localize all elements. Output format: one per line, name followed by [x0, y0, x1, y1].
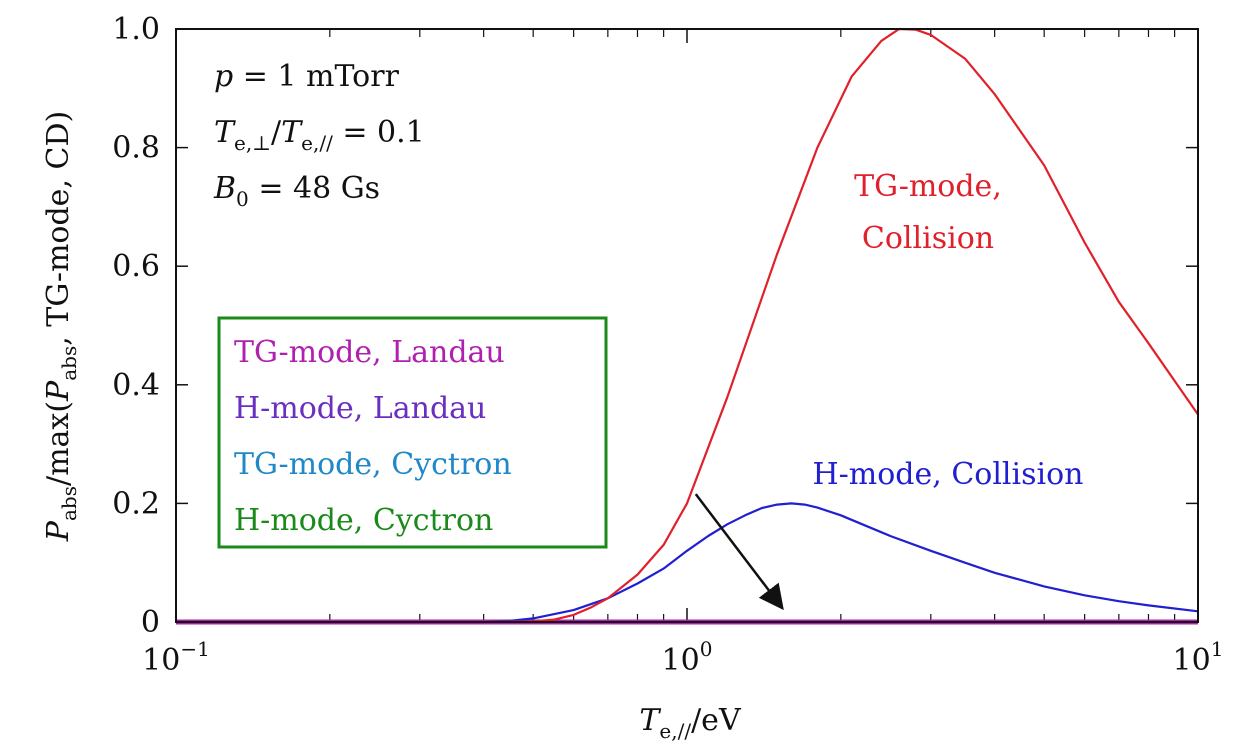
x-tick-label: 100: [662, 637, 713, 678]
y-tick-label: 0: [141, 605, 160, 640]
x-tick-label: 10−1: [142, 637, 210, 678]
y-axis-label: Pabs/max(Pabs, TG-mode, CD): [41, 111, 81, 542]
y-tick-label: 0.4: [112, 368, 160, 403]
legend-entry: H-mode, Landau: [234, 391, 486, 426]
arrow: [694, 493, 784, 611]
x-axis-label: Te,///eV: [639, 703, 742, 743]
legend-box: [217, 316, 608, 549]
legend-entry: TG-mode, Cyctron: [234, 447, 512, 482]
y-tick-label: 0.6: [112, 249, 160, 284]
y-tick-label: 1.0: [112, 12, 160, 47]
legend-entry: H-mode, Cyctron: [234, 503, 493, 538]
annotation-field: B0 = 48 Gs: [213, 171, 380, 211]
series-label-tg-collision: TG-mode,: [854, 169, 1002, 204]
series-line-h-mode-collision: [176, 502, 1199, 624]
parameter-annotations: p = 1 mTorr Te,⊥/Te,// = 0.1 B0 = 48 Gs: [213, 59, 425, 211]
x-tick-label: 101: [1173, 637, 1224, 678]
annotation-temp-ratio: Te,⊥/Te,// = 0.1: [214, 115, 425, 155]
plot-frame: [175, 28, 1199, 623]
tick-labels: 0 0.2 0.4 0.6 0.8 1.0 10−1 100 101: [112, 12, 1223, 678]
legend-entry: TG-mode, Landau: [234, 335, 505, 370]
y-tick-label: 0.2: [112, 486, 160, 521]
series-label-h-collision: H-mode, Collision: [812, 457, 1083, 492]
series-line-tg-mode-collision: [176, 27, 1199, 624]
y-tick-label: 0.8: [112, 131, 160, 166]
annotation-pressure: p = 1 mTorr: [214, 59, 400, 94]
arrow-layer: [694, 493, 784, 611]
series-label-tg-collision: Collision: [862, 221, 994, 256]
series-labels: TG-mode, Collision H-mode, Collision: [812, 169, 1083, 492]
legend: TG-mode, Landau H-mode, Landau TG-mode, Cy…: [217, 316, 608, 549]
